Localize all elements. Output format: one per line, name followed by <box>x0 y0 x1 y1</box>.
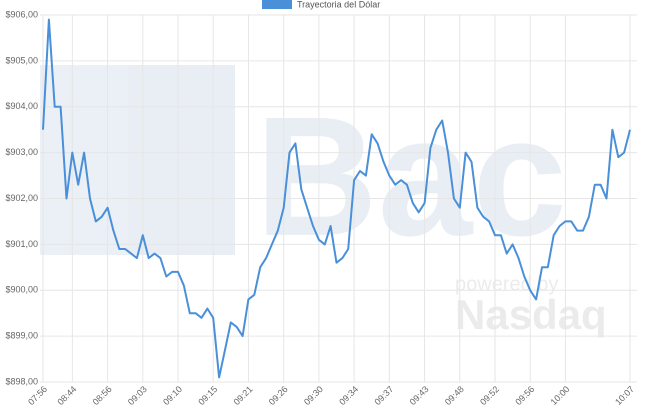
x-tick-label: 09:30 <box>302 384 325 407</box>
x-tick-label: 09:03 <box>126 384 149 407</box>
x-tick-label: 09:56 <box>513 384 536 407</box>
y-tick-label: $901,00 <box>5 239 38 249</box>
y-tick-label: $899,00 <box>5 331 38 341</box>
x-tick-label: 09:37 <box>372 384 395 407</box>
x-tick-label: 09:26 <box>267 384 290 407</box>
x-tick-label: 09:21 <box>232 384 255 407</box>
y-tick-label: $905,00 <box>5 55 38 65</box>
x-tick-label: 09:10 <box>161 384 184 407</box>
legend-label[interactable]: Trayectoria del Dólar <box>297 0 380 9</box>
line-series <box>42 18 631 379</box>
x-tick-label: 09:34 <box>337 384 360 407</box>
x-tick-label: 10:07 <box>613 384 636 407</box>
x-tick-label: 08:44 <box>55 384 78 407</box>
x-tick-label: 07:56 <box>26 384 49 407</box>
y-tick-label: $898,00 <box>5 376 38 386</box>
x-tick-label: 09:52 <box>478 384 501 407</box>
y-tick-label: $902,00 <box>5 193 38 203</box>
watermark-provider: Nasdaq <box>455 291 607 338</box>
y-tick-label: $900,00 <box>5 285 38 295</box>
legend-swatch[interactable] <box>262 0 292 9</box>
x-tick-label: 08:56 <box>91 384 114 407</box>
x-tick-label: 10:00 <box>549 384 572 407</box>
watermark-logo <box>40 65 235 255</box>
watermark: Bac powered by Nasdaq <box>40 65 607 338</box>
y-tick-label: $903,00 <box>5 147 38 157</box>
watermark-brand: Bac <box>255 82 567 272</box>
y-tick-label: $904,00 <box>5 101 38 111</box>
x-tick-label: 09:43 <box>408 384 431 407</box>
y-tick-label: $906,00 <box>5 9 38 19</box>
x-tick-label: 09:48 <box>443 384 466 407</box>
x-tick-label: 09:15 <box>196 384 219 407</box>
